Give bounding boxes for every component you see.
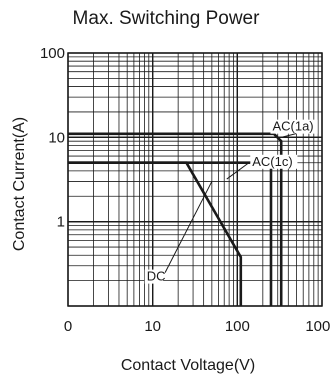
series-line-dc <box>68 161 243 306</box>
annotation-layer: AC(1a) AC(1c) DC <box>144 119 318 284</box>
chart-title: Max. Switching Power <box>73 8 261 29</box>
y-axis-label: Contact Current(A) <box>11 117 28 251</box>
x-tick-label: 10 <box>144 318 161 335</box>
tick-labels: 0 10 100 1000 1 10 100 <box>40 45 330 335</box>
annotation-leader-ac-1a <box>281 133 297 138</box>
annotation-bg-ac-1a <box>270 119 318 134</box>
grid <box>67 52 323 307</box>
series-line-ac-1a <box>68 132 283 306</box>
x-tick-label: 100 <box>225 318 250 335</box>
x-tick-label: 1000 <box>305 318 330 335</box>
x-axis-label: Contact Voltage(V) <box>121 357 255 374</box>
x-tick-label: 0 <box>64 318 72 335</box>
annotation-leader-ac-1c <box>226 161 251 180</box>
annotation-bg-ac-1c <box>250 154 298 169</box>
annotation-dc: DC <box>147 269 166 284</box>
y-tick-label: 100 <box>40 45 65 62</box>
y-tick-label: 1 <box>57 214 65 231</box>
annotation-leader-dc <box>164 181 213 273</box>
y-tick-label: 10 <box>48 129 65 146</box>
annotation-ac-1c: AC(1c) <box>252 154 292 169</box>
series-layer <box>68 132 283 306</box>
annotation-bg-dc <box>144 269 164 284</box>
annotation-ac-1a: AC(1a) <box>272 119 313 134</box>
plot-frame <box>67 52 323 307</box>
